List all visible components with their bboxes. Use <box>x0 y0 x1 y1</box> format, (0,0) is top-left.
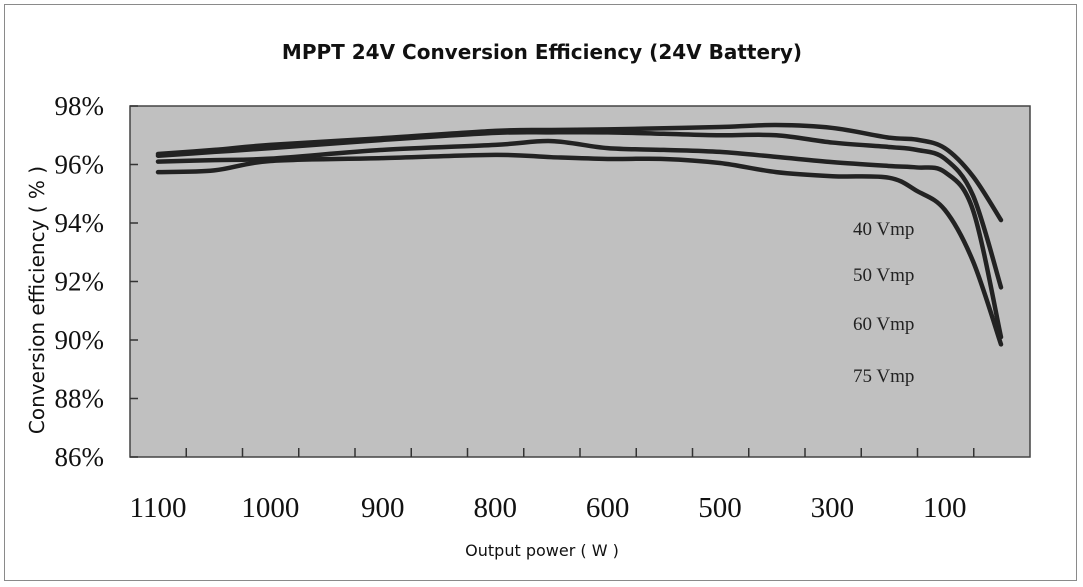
x-tick-label: 1000 <box>241 492 299 524</box>
x-tick-label: 1100 <box>130 492 187 524</box>
x-tick-label: 300 <box>811 492 855 524</box>
y-tick-label: 92% <box>55 267 105 297</box>
chart-frame <box>4 4 1077 581</box>
y-tick-label: 88% <box>55 384 105 414</box>
y-tick-label: 94% <box>55 208 105 238</box>
x-axis-label: Output power ( W ) <box>465 541 619 560</box>
x-tick-label: 800 <box>473 492 517 524</box>
y-tick-label: 96% <box>55 150 105 180</box>
y-tick-label: 98% <box>55 91 105 121</box>
y-tick-label: 90% <box>55 325 105 355</box>
series-line-50-vmp <box>155 129 1004 290</box>
x-tick-label: 100 <box>923 492 967 524</box>
series-label: 60 Vmp <box>853 314 914 335</box>
x-tick-label: 500 <box>698 492 742 524</box>
x-tick-label: 600 <box>586 492 630 524</box>
series-line-60-vmp <box>155 138 1004 340</box>
series-label: 40 Vmp <box>853 219 914 240</box>
chart-title: MPPT 24V Conversion Efficiency (24V Batt… <box>282 40 802 64</box>
series-label: 75 Vmp <box>853 366 914 387</box>
series-line-75-vmp <box>155 152 1004 347</box>
x-tick-label: 900 <box>361 492 405 524</box>
series-line-40-vmp <box>155 122 1004 223</box>
series-label: 50 Vmp <box>853 265 914 286</box>
y-tick-label: 86% <box>55 442 105 472</box>
y-axis-label: Conversion efficiency ( % ) <box>25 166 49 434</box>
